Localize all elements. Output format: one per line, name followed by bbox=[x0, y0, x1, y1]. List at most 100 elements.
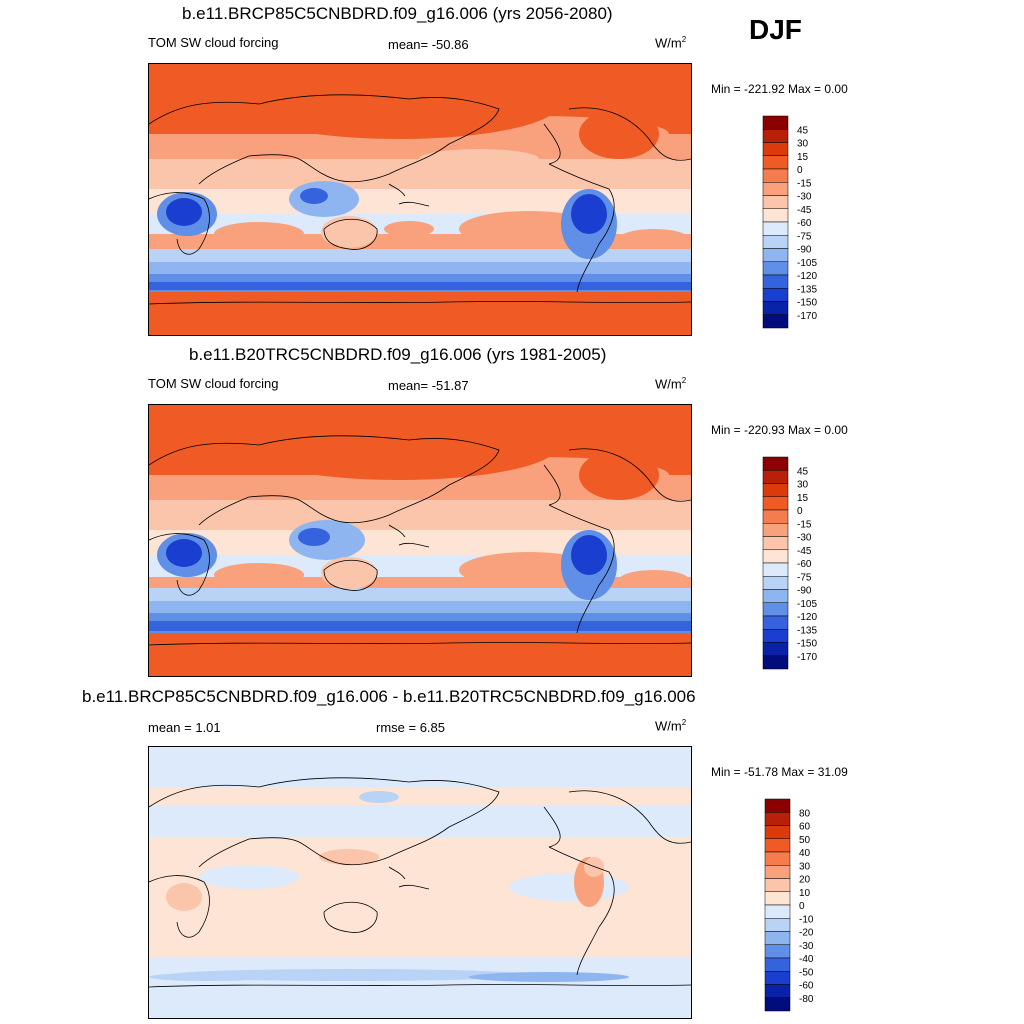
colorbar-tick-label: 30 bbox=[799, 861, 811, 872]
panel-1-minmax: Min = -221.92 Max = 0.00 bbox=[711, 82, 848, 96]
panel-3-title: b.e11.BRCP85C5CNBDRD.f09_g16.006 - b.e11… bbox=[82, 687, 696, 706]
colorbar-tick-label: -30 bbox=[797, 533, 812, 544]
colorbar-box bbox=[762, 615, 789, 630]
season-label: DJF bbox=[749, 14, 802, 45]
colorbar-tick-label: 15 bbox=[797, 152, 809, 163]
colorbar-box bbox=[762, 168, 789, 183]
colorbar-box bbox=[764, 997, 791, 1012]
colorbar-box bbox=[762, 115, 789, 130]
panel-3-units: W/m2 bbox=[655, 718, 686, 733]
panel-2-map-field bbox=[149, 405, 691, 676]
colorbar-tick-label: 20 bbox=[799, 875, 811, 886]
colorbar-box bbox=[764, 984, 791, 998]
colorbar-box bbox=[764, 851, 791, 866]
colorbar-tick-label: -135 bbox=[797, 625, 817, 636]
colorbar-tick-label: -90 bbox=[797, 586, 812, 597]
colorbar-box bbox=[762, 456, 789, 471]
colorbar-tick-label: 0 bbox=[797, 506, 803, 517]
colorbar-tick-label: 40 bbox=[799, 848, 811, 859]
colorbar-box bbox=[762, 589, 789, 603]
colorbar-box bbox=[764, 931, 791, 945]
colorbar-tick-label: -120 bbox=[797, 612, 817, 623]
colorbar-box bbox=[762, 155, 789, 170]
panel-1-title: b.e11.BRCP85C5CNBDRD.f09_g16.006 (yrs 20… bbox=[182, 4, 613, 23]
colorbar-tick-label: -10 bbox=[799, 914, 814, 925]
colorbar-tick-label: -45 bbox=[797, 205, 812, 216]
colorbar-box bbox=[764, 878, 791, 892]
units-exponent: 2 bbox=[681, 376, 687, 385]
panel-1-map bbox=[148, 63, 692, 336]
panel-2-colorbar-svg: 45 30 15 0 -15 -30 -45 -60 -75 -90 -105 -120 -135 -15… bbox=[762, 456, 817, 670]
panel-1-colorbar: 45 30 15 0 -15 -30 -45 -60 -75 -90 -105 -120 -135 -15… bbox=[762, 115, 863, 332]
colorbar-tick-label: -15 bbox=[797, 519, 812, 530]
colorbar-box bbox=[764, 865, 791, 879]
colorbar-box bbox=[762, 221, 789, 236]
colorbar-box bbox=[762, 496, 789, 511]
colorbar-box bbox=[764, 838, 791, 853]
colorbar-tick-label: -30 bbox=[799, 941, 814, 952]
panel-1-map-field bbox=[149, 64, 691, 335]
colorbar-box bbox=[762, 288, 789, 302]
panel-1-colorbar-svg: 45 30 15 0 -15 -30 -45 -60 -75 -90 -105 -120 -135 -15… bbox=[762, 115, 817, 329]
colorbar-tick-label: 15 bbox=[797, 493, 809, 504]
panel-3-colorbar-svg: 80 60 50 40 30 20 10 0 -10 -20 -30 -40 -50 -60 -80 bbox=[764, 798, 814, 1012]
colorbar-tick-label: -90 bbox=[797, 245, 812, 256]
colorbar-tick-label: -170 bbox=[797, 652, 817, 663]
panel-3-minmax: Min = -51.78 Max = 31.09 bbox=[711, 765, 848, 779]
colorbar-tick-label: -60 bbox=[797, 218, 812, 229]
units-text: W/m bbox=[655, 376, 682, 392]
colorbar-tick-label: -105 bbox=[797, 599, 817, 610]
panel-2-mean-label: mean= -51.87 bbox=[388, 378, 469, 393]
colorbar-tick-label: 50 bbox=[799, 835, 811, 846]
colorbar-box bbox=[762, 470, 789, 484]
colorbar-tick-label: 80 bbox=[799, 808, 811, 819]
colorbar-box bbox=[764, 798, 791, 813]
colorbar-box bbox=[762, 274, 789, 289]
colorbar-box bbox=[764, 957, 791, 972]
panel-3-map-field bbox=[149, 747, 691, 1018]
units-text: W/m bbox=[655, 35, 682, 51]
colorbar-box bbox=[762, 523, 789, 537]
colorbar-box bbox=[762, 642, 789, 656]
panel-2-minmax: Min = -220.93 Max = 0.00 bbox=[711, 423, 848, 437]
colorbar-tick-label: 30 bbox=[797, 139, 809, 150]
colorbar-box bbox=[762, 549, 789, 564]
panel-2-units: W/m2 bbox=[655, 376, 686, 391]
colorbar-tick-label: -75 bbox=[797, 572, 812, 583]
colorbar-box bbox=[764, 944, 791, 959]
panel-1-units: W/m2 bbox=[655, 35, 686, 50]
colorbar-box bbox=[762, 655, 789, 670]
colorbar-box bbox=[762, 629, 789, 643]
colorbar-tick-label: 60 bbox=[799, 822, 811, 833]
colorbar-box bbox=[762, 208, 789, 223]
colorbar-tick-label: 45 bbox=[797, 466, 809, 477]
panel-3-rmse-label: rmse = 6.85 bbox=[376, 720, 446, 735]
colorbar-box bbox=[764, 904, 791, 919]
colorbar-tick-label: 45 bbox=[797, 125, 809, 136]
colorbar-tick-label: -30 bbox=[797, 192, 812, 203]
colorbar-box bbox=[762, 483, 789, 497]
colorbar-box bbox=[762, 314, 789, 329]
colorbar-box bbox=[762, 129, 789, 143]
panel-2-map bbox=[148, 404, 692, 677]
units-exponent: 2 bbox=[681, 718, 687, 727]
units-exponent: 2 bbox=[681, 35, 687, 44]
colorbar-tick-label: -50 bbox=[799, 967, 814, 978]
colorbar-tick-label: -40 bbox=[799, 954, 814, 965]
units-text: W/m bbox=[655, 718, 682, 734]
panel-1-variable-label: TOM SW cloud forcing bbox=[148, 35, 279, 50]
colorbar-box bbox=[764, 825, 791, 839]
colorbar-tick-label: -80 bbox=[799, 994, 814, 1005]
colorbar-tick-label: -105 bbox=[797, 258, 817, 269]
colorbar-box bbox=[762, 142, 789, 156]
colorbar-tick-label: -170 bbox=[797, 311, 817, 322]
colorbar-tick-label: 30 bbox=[797, 480, 809, 491]
panel-2-colorbar: 45 30 15 0 -15 -30 -45 -60 -75 -90 -105 -120 -135 -15… bbox=[762, 456, 863, 673]
colorbar-tick-label: -150 bbox=[797, 639, 817, 650]
colorbar-box bbox=[762, 248, 789, 262]
panel-3-colorbar: 80 60 50 40 30 20 10 0 -10 -20 -30 -40 -50 -60 -80 bbox=[764, 798, 865, 1015]
colorbar-box bbox=[762, 562, 789, 577]
colorbar-box bbox=[764, 891, 791, 906]
colorbar-tick-label: -20 bbox=[799, 928, 814, 939]
colorbar-box bbox=[762, 576, 789, 590]
